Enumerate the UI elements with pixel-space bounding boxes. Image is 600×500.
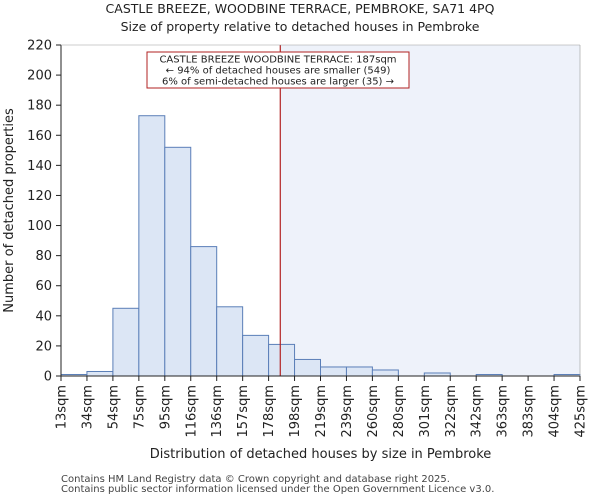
x-tick-label: 95sqm (158, 385, 173, 429)
x-axis-label: Distribution of detached houses by size … (150, 447, 492, 462)
y-tick-label: 220 (27, 39, 52, 54)
x-tick-label: 157sqm (236, 385, 251, 438)
x-tick-label: 116sqm (184, 385, 199, 438)
x-tick-label: 260sqm (366, 385, 381, 438)
x-tick-label: 383sqm (522, 385, 537, 438)
x-tick-label: 198sqm (288, 385, 303, 438)
chart-title: CASTLE BREEZE, WOODBINE TERRACE, PEMBROK… (105, 1, 495, 16)
x-tick-label: 239sqm (340, 385, 355, 438)
footer-line-2: Contains public sector information licen… (61, 484, 495, 495)
histogram-bar (216, 306, 244, 377)
histogram-bar (320, 366, 347, 377)
annotation-box: CASTLE BREEZE WOODBINE TERRACE: 187sqm ←… (146, 51, 410, 89)
x-tick-label: 178sqm (262, 385, 277, 438)
y-tick-label: 180 (27, 99, 52, 114)
y-tick-label: 160 (27, 129, 52, 144)
histogram-bar (268, 343, 296, 377)
footer-line-1: Contains HM Land Registry data © Crown c… (61, 474, 450, 485)
x-tick-label: 75sqm (132, 385, 147, 429)
y-tick-label: 80 (35, 249, 52, 264)
histogram-bar (371, 369, 399, 377)
larger-properties-region (280, 45, 580, 376)
annotation-line-1: CASTLE BREEZE WOODBINE TERRACE: 187sqm (159, 55, 396, 66)
histogram-bar (242, 334, 270, 377)
annotation-border (146, 51, 410, 89)
annotation-line-2: ← 94% of detached houses are smaller (54… (166, 66, 391, 77)
x-tick-label: 322sqm (444, 385, 459, 438)
y-axis-label: Number of detached properties (2, 108, 17, 313)
x-tick-label: 136sqm (210, 385, 225, 438)
y-tick-label: 0 (44, 370, 52, 385)
y-tick-label: 120 (27, 189, 52, 204)
histogram-bar (190, 246, 218, 377)
x-tick-label: 54sqm (106, 385, 121, 429)
x-tick-label: 13sqm (55, 385, 70, 429)
x-tick-label: 404sqm (548, 385, 563, 438)
x-tick-label: 301sqm (418, 385, 433, 438)
x-tick-label: 425sqm (574, 385, 589, 438)
histogram-bar (164, 146, 192, 377)
x-tick-label: 219sqm (314, 385, 329, 438)
y-tick-label: 40 (35, 309, 52, 324)
y-tick-label: 200 (27, 69, 52, 84)
y-tick-label: 20 (35, 339, 52, 354)
histogram-bar (138, 115, 166, 377)
x-tick-label: 363sqm (496, 385, 511, 438)
y-tick-label: 60 (35, 279, 52, 294)
x-tick-label: 280sqm (392, 385, 407, 438)
histogram-bar (294, 358, 321, 377)
annotation-line-3: 6% of semi-detached houses are larger (3… (162, 77, 394, 88)
y-tick-label: 140 (27, 159, 52, 174)
histogram-bar (112, 307, 140, 377)
x-tick-label: 34sqm (80, 385, 95, 429)
histogram-bar (345, 366, 373, 377)
x-tick-label: 342sqm (470, 385, 485, 438)
chart-subtitle: Size of property relative to detached ho… (120, 19, 480, 34)
y-tick-label: 100 (27, 219, 52, 234)
histogram-bar (86, 370, 114, 377)
